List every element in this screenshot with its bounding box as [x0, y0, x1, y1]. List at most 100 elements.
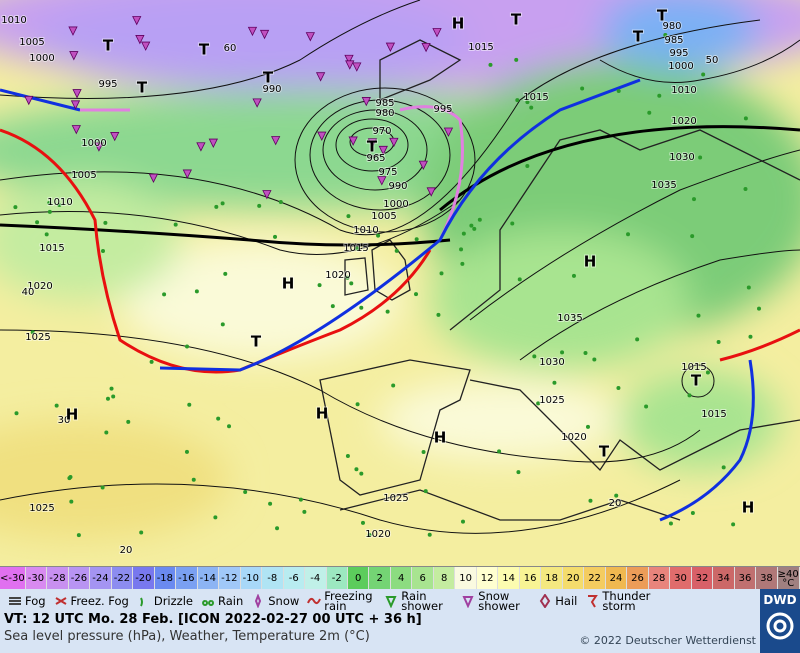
legend-text: Freez. Fog — [70, 593, 129, 608]
snow-symbol — [208, 138, 218, 148]
rain-symbol — [317, 283, 322, 288]
scale-cell: 2 — [369, 567, 391, 590]
rain-symbol — [460, 261, 465, 266]
rain-symbol — [100, 485, 105, 490]
legend-text: Drizzle — [153, 593, 193, 608]
rain-symbol — [515, 98, 520, 103]
icon-shape — [255, 593, 262, 608]
legend-icon — [307, 597, 322, 604]
snow-symbol — [72, 89, 82, 99]
snow-symbol — [132, 16, 142, 26]
rain-symbol — [149, 359, 154, 364]
rain-symbol — [349, 281, 354, 286]
isobar-label: 970 — [372, 126, 391, 137]
rain-symbol — [516, 470, 521, 475]
rain-symbol — [54, 403, 59, 408]
pressure-center: T — [691, 372, 702, 390]
rain-symbol — [616, 386, 621, 391]
rain-symbol — [100, 248, 105, 253]
rain-symbol — [185, 344, 190, 349]
scale-cell: -4 — [305, 567, 327, 590]
isobar-label: 1020 — [27, 281, 52, 292]
scale-cell: 4 — [390, 567, 413, 590]
icon-shape — [9, 596, 21, 605]
rain-symbol — [47, 209, 52, 214]
rain-symbol — [571, 273, 576, 278]
scale-cell: -26 — [68, 567, 91, 590]
scale-cell: 24 — [605, 567, 628, 590]
temperature-scale: <-30 -30 -28 -26 -24 -22 -20 -18 -16 -14 -12 -10 -8-… — [0, 566, 800, 590]
pressure-center: H — [742, 499, 755, 517]
rain-symbol — [421, 449, 426, 454]
rain-symbol — [459, 247, 464, 252]
rain-symbol — [497, 449, 502, 454]
pressure-center: T — [199, 41, 210, 59]
scale-cell: 38 — [756, 567, 778, 590]
legend-item: Rain shower — [384, 590, 453, 611]
rain-symbol — [691, 197, 696, 202]
scale-cell: ≥40 °C — [777, 567, 800, 590]
isobar-label: 1015 — [701, 409, 726, 420]
scale-cell: 16 — [519, 567, 542, 590]
scale-cell: 0 — [347, 567, 370, 590]
isobar-label: 1035 — [557, 313, 582, 324]
rain-symbol — [220, 201, 225, 206]
scale-cell: -6 — [283, 567, 306, 590]
icon-shape — [307, 597, 322, 604]
snow-symbol — [110, 132, 120, 142]
isobar-label: 60 — [224, 43, 237, 54]
rain-symbol — [721, 465, 726, 470]
snow-symbol — [361, 97, 371, 107]
map: 1010100510009951000100510101015102010251… — [0, 0, 800, 566]
scale-cell: 34 — [713, 567, 735, 590]
snow-symbol — [426, 187, 436, 197]
rain-symbol — [191, 477, 196, 482]
rain-symbol — [472, 226, 477, 231]
logo-text: DWD — [763, 593, 797, 607]
isobar-label: 1015 — [681, 362, 706, 373]
legend-text: Fog — [25, 593, 46, 608]
scale-cell: 8 — [433, 567, 456, 590]
snow-symbol — [24, 95, 34, 106]
snow-symbol — [135, 35, 145, 45]
scale-cell: 28 — [648, 567, 671, 590]
snow-symbol — [141, 41, 151, 51]
icon-shape — [540, 593, 551, 608]
rain-symbol — [345, 453, 350, 458]
pressure-center: T — [103, 37, 114, 55]
rain-symbol — [109, 386, 114, 391]
snow-symbol — [68, 26, 78, 36]
isobar-label: 985 — [664, 35, 683, 46]
rain-symbol — [696, 313, 701, 318]
isobar-label: 975 — [378, 167, 397, 178]
rain-symbol — [14, 411, 19, 416]
isobar-label: 1000 — [29, 53, 54, 64]
legend-text: Snow — [268, 593, 300, 608]
isobar-label: 1005 — [371, 211, 396, 222]
rain-symbol — [35, 220, 40, 225]
isobar-label: 1000 — [383, 199, 408, 210]
scale-cell: 14 — [498, 567, 520, 590]
rain-symbol — [216, 416, 221, 421]
scale-cell: -20 — [133, 567, 155, 590]
subtitle: Sea level pressure (hPa), Weather, Tempe… — [4, 629, 370, 644]
rain-symbol — [552, 380, 557, 385]
isobar-label: 50 — [706, 55, 719, 66]
legend-text: Rain — [217, 593, 244, 608]
rain-symbol — [536, 401, 541, 406]
rain-symbol — [517, 277, 522, 282]
snow-symbol — [259, 29, 270, 40]
rain-symbol — [13, 205, 18, 210]
rain-symbol — [439, 271, 444, 276]
snow-symbol — [377, 176, 387, 186]
rain-symbol — [436, 312, 441, 317]
isobar-label: 40 — [22, 287, 35, 298]
rain-symbol — [647, 110, 652, 115]
snow-symbol — [71, 125, 81, 135]
rain-symbol — [30, 330, 35, 335]
pressure-center: T — [367, 138, 378, 156]
scale-cell: 10 — [455, 567, 477, 590]
isobar-label: 995 — [98, 79, 117, 90]
isobar-label: 1015 — [343, 243, 368, 254]
snow-symbol — [315, 72, 326, 82]
